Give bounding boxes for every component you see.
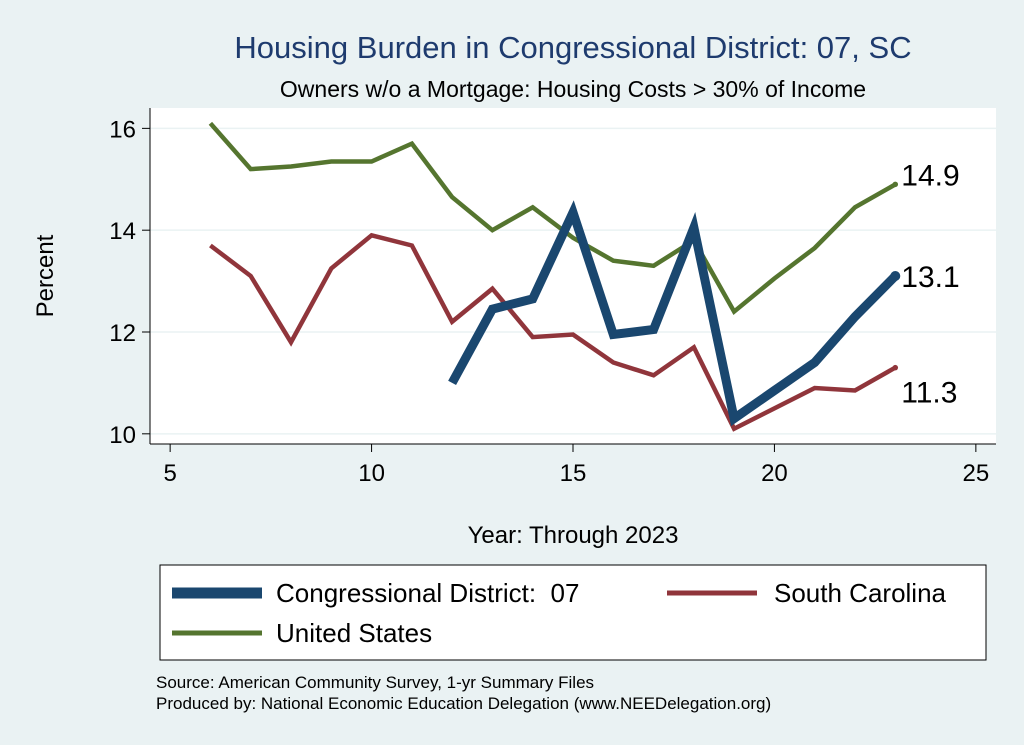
x-tick-label: 25 [963, 460, 990, 487]
y-tick-label: 14 [109, 218, 136, 245]
legend-label-sc: South Carolina [774, 578, 947, 608]
end-point-marker [892, 181, 899, 188]
x-axis-label: Year: Through 2023 [468, 522, 679, 549]
x-tick-label: 15 [560, 460, 587, 487]
legend: Congressional District: 07 South Carolin… [159, 564, 987, 661]
legend-label-cd07: Congressional District: 07 [276, 578, 579, 608]
y-tick-label: 12 [109, 320, 136, 347]
legend-box [159, 564, 987, 661]
end-point-marker [890, 271, 901, 281]
series-lines [208, 121, 901, 432]
y-tick-label: 10 [109, 422, 136, 449]
end-label-south-carolina: 11.3 [901, 377, 957, 410]
x-tick-label: 20 [761, 460, 788, 487]
x-tick-label: 5 [163, 460, 176, 487]
end-label-cd07: 13.1 [901, 261, 959, 294]
x-tick-label: 10 [358, 460, 385, 487]
legend-label-us: United States [276, 618, 432, 648]
axes: 10 12 14 16 5 10 15 20 25 [109, 108, 996, 487]
end-point-marker [892, 364, 899, 371]
plot-area [150, 108, 996, 444]
chart-subtitle: Owners w/o a Mortgage: Housing Costs > 3… [280, 76, 866, 102]
producer-note: Produced by: National Economic Education… [156, 694, 771, 713]
y-tick-label: 16 [109, 116, 136, 143]
series-line-cd07 [448, 200, 899, 427]
source-note: Source: American Community Survey, 1-yr … [156, 673, 594, 692]
end-label-united-states: 14.9 [901, 159, 959, 192]
y-axis-label: Percent [32, 234, 59, 317]
series-line-united-states [208, 121, 897, 316]
series-line-south-carolina [209, 232, 897, 432]
grid-lines [150, 127, 996, 435]
chart-title: Housing Burden in Congressional District… [234, 30, 911, 65]
end-labels: 13.1 11.3 14.9 [901, 159, 959, 409]
